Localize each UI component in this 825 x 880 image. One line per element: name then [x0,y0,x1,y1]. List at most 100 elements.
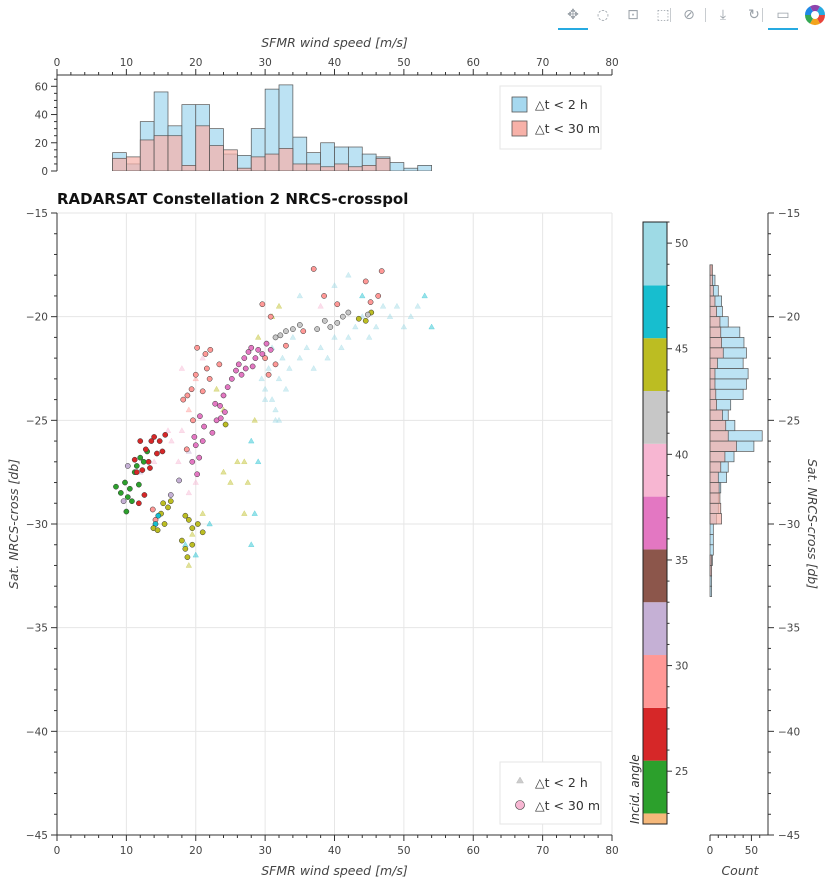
point-dt-30m[interactable] [122,479,128,486]
point-dt-2h[interactable] [185,406,193,413]
point-dt-30m[interactable] [167,498,174,505]
point-dt-30m[interactable] [235,361,242,368]
point-dt-2h[interactable] [168,437,175,444]
point-dt-30m[interactable] [334,320,341,326]
reset-tool[interactable]: ↻ [748,7,760,23]
bokeh-logo-icon[interactable] [804,4,825,26]
point-dt-2h[interactable] [241,510,248,516]
point-dt-30m[interactable] [267,313,274,320]
point-dt-2h[interactable] [286,364,293,371]
point-dt-30m[interactable] [162,431,169,438]
point-dt-2h[interactable] [275,375,283,382]
hover-tool[interactable]: ▭ [768,4,798,30]
point-dt-30m[interactable] [255,346,262,353]
point-dt-2h[interactable] [164,427,172,433]
point-dt-30m[interactable] [216,361,223,368]
point-dt-30m[interactable] [248,344,255,351]
point-dt-2h[interactable] [175,458,182,465]
point-dt-2h[interactable] [379,302,387,309]
point-dt-30m[interactable] [202,351,209,357]
point-dt-30m[interactable] [120,498,127,505]
point-dt-30m[interactable] [161,521,168,527]
point-dt-30m[interactable] [189,525,196,531]
pan-tool[interactable]: ✥ [558,4,588,30]
point-dt-30m[interactable] [182,546,189,552]
point-dt-30m[interactable] [167,492,174,498]
point-dt-30m[interactable] [224,384,231,391]
point-dt-30m[interactable] [217,415,224,422]
point-dt-30m[interactable] [133,463,140,469]
point-dt-30m[interactable] [149,506,156,513]
point-dt-30m[interactable] [265,371,272,378]
point-dt-2h[interactable] [331,333,338,340]
point-dt-30m[interactable] [183,446,190,453]
point-dt-30m[interactable] [197,413,203,420]
point-dt-2h[interactable] [213,385,220,392]
point-dt-30m[interactable] [123,508,130,515]
point-dt-2h[interactable] [338,344,345,351]
point-dt-30m[interactable] [179,537,185,544]
point-dt-2h[interactable] [254,333,262,340]
point-dt-30m[interactable] [207,346,214,353]
point-dt-2h[interactable] [150,458,158,465]
point-dt-30m[interactable] [160,500,166,507]
wheel-zoom-tool[interactable]: ⊘ [683,7,695,23]
point-dt-30m[interactable] [145,458,152,465]
point-dt-30m[interactable] [192,371,199,378]
point-dt-2h[interactable] [241,458,248,465]
save-tool[interactable]: ⤓ [719,7,727,23]
point-dt-2h[interactable] [192,479,199,485]
point-dt-2h[interactable] [261,385,269,392]
point-dt-30m[interactable] [206,376,213,382]
point-dt-2h[interactable] [428,323,435,330]
point-dt-2h[interactable] [345,271,352,278]
point-dt-30m[interactable] [192,442,199,449]
point-dt-30m[interactable] [290,326,296,332]
point-dt-2h[interactable] [372,323,380,330]
point-dt-30m[interactable] [283,328,289,335]
point-dt-30m[interactable] [228,376,235,382]
point-dt-2h[interactable] [248,541,255,547]
point-dt-2h[interactable] [248,437,255,444]
point-dt-30m[interactable] [367,299,374,306]
point-dt-2h[interactable] [199,510,206,516]
point-dt-2h[interactable] [296,292,304,299]
point-dt-2h[interactable] [192,375,199,382]
point-dt-30m[interactable] [314,326,321,332]
point-dt-30m[interactable] [355,315,362,322]
point-dt-30m[interactable] [199,529,206,536]
point-dt-2h[interactable] [331,282,338,288]
point-dt-2h[interactable] [244,479,252,485]
point-dt-30m[interactable] [141,492,148,498]
point-dt-30m[interactable] [184,392,191,399]
point-dt-30m[interactable] [185,517,192,523]
lasso-select-tool[interactable]: ◌ [596,7,610,23]
point-dt-30m[interactable] [139,467,146,473]
point-dt-30m[interactable] [249,363,256,370]
point-dt-2h[interactable] [421,292,428,299]
point-dt-2h[interactable] [317,344,324,351]
point-dt-2h[interactable] [251,416,258,423]
point-dt-2h[interactable] [234,458,241,465]
point-dt-30m[interactable] [327,324,334,330]
point-dt-30m[interactable] [220,392,227,399]
point-dt-30m[interactable] [155,512,162,519]
point-dt-30m[interactable] [339,313,346,320]
point-dt-30m[interactable] [194,521,201,527]
point-dt-30m[interactable] [191,434,198,440]
point-dt-30m[interactable] [124,494,131,500]
point-dt-30m[interactable] [133,469,140,476]
point-dt-30m[interactable] [259,351,266,357]
point-dt-2h[interactable] [189,530,196,537]
point-dt-2h[interactable] [279,354,286,361]
point-dt-30m[interactable] [126,485,133,492]
point-dt-30m[interactable] [252,355,259,361]
point-dt-30m[interactable] [345,309,352,316]
point-dt-30m[interactable] [136,500,142,507]
point-dt-2h[interactable] [199,354,206,361]
point-dt-30m[interactable] [201,423,207,430]
point-dt-30m[interactable] [283,342,289,349]
point-dt-30m[interactable] [296,322,303,328]
point-dt-30m[interactable] [310,266,317,272]
point-dt-30m[interactable] [362,278,369,285]
